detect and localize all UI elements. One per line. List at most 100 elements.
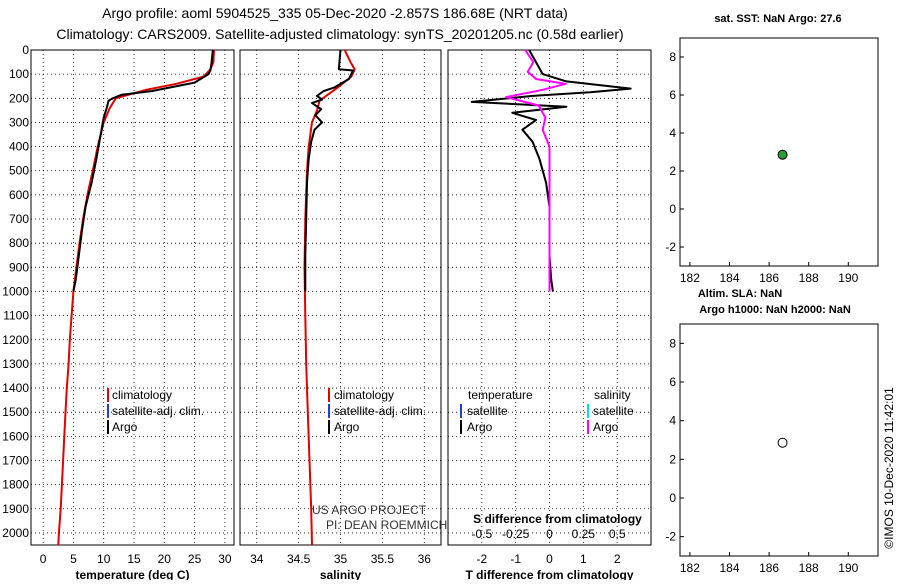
- sst_map-float-position-marker: [777, 149, 788, 160]
- sst_map-x-tick-label: 190: [838, 271, 858, 285]
- salinity-x-tick-label: 34.5: [287, 552, 311, 566]
- sst_map-x-tick-label: 186: [759, 271, 779, 285]
- temperature-panel: [30, 49, 235, 546]
- y-tick-label: 500: [9, 164, 29, 178]
- temperature-x-tick-label: 0: [40, 552, 47, 566]
- temperature-legend: climatology satellite-adj. clim. Argo: [107, 388, 204, 434]
- temperature-x-tick-label: 15: [127, 552, 141, 566]
- y-tick-label: 400: [9, 140, 29, 154]
- legend-satellite-label: satellite-adj. clim.: [112, 404, 204, 418]
- temperature-frame: [30, 49, 235, 546]
- y-tick-label: 1400: [2, 381, 29, 395]
- salinity-panel: [239, 49, 442, 546]
- legend-climatology-label: climatology: [112, 388, 172, 402]
- difference-top-tick-label: -0.25: [502, 527, 530, 541]
- salinity-series-argo: [304, 49, 355, 292]
- sst_map-y-tick-label: 0: [669, 202, 676, 216]
- timestamp: ©IMOS 10-Dec-2020 11:42:01: [882, 387, 896, 549]
- y-tick-label: 600: [9, 188, 29, 202]
- difference-x-axis-label: T difference from climatology: [465, 568, 633, 580]
- legend-satellite-label: satellite-adj. clim.: [334, 404, 426, 418]
- legend-argo-label: Argo: [112, 420, 138, 434]
- salinity-x-tick-label: 36: [418, 552, 432, 566]
- sla_map-x-tick-label: 184: [719, 561, 739, 575]
- y-tick-label: 1200: [2, 333, 29, 347]
- difference-x-tick-label: 2: [614, 552, 621, 566]
- y-tick-label: 1800: [2, 478, 29, 492]
- legend-argo-label: Argo: [334, 420, 360, 434]
- temperature-x-tick-label: 5: [70, 552, 77, 566]
- sla_map-y-tick-label: 8: [669, 336, 676, 350]
- legend-temperature-header: temperature: [468, 388, 533, 402]
- salinity-x-axis-label: salinity: [320, 568, 362, 580]
- salinity-legend: climatology satellite-adj. clim. Argo: [328, 388, 426, 434]
- sst_map-y-tick-label: 4: [669, 126, 676, 140]
- temperature-x-tick-label: 20: [158, 552, 172, 566]
- y-tick-label: 1000: [2, 284, 29, 298]
- sst_map-panel: [679, 37, 879, 267]
- y-tick-label: 1900: [2, 502, 29, 516]
- sla_map-x-tick-label: 186: [759, 561, 779, 575]
- sst_map-frame: [679, 37, 879, 267]
- difference-x-tick-label: -2: [476, 552, 487, 566]
- sla_map-panel: [679, 323, 879, 557]
- y-tick-label: 1500: [2, 405, 29, 419]
- difference-top-tick-label: 0: [546, 527, 553, 541]
- y-tick-label: 1300: [2, 357, 29, 371]
- legend-t-argo-label: Argo: [467, 420, 493, 434]
- difference-top-tick-label: 0.25: [572, 527, 596, 541]
- legend-s-argo-label: Argo: [593, 420, 619, 434]
- credit-project: US ARGO PROJECT: [312, 503, 427, 517]
- sla_map-float-position-marker: [777, 437, 788, 448]
- sla_map-x-tick-label: 182: [680, 561, 700, 575]
- difference-panel: [447, 49, 652, 546]
- sla_map-x-tick-label: 188: [799, 561, 819, 575]
- sla_map-y-tick-label: -2: [665, 530, 676, 544]
- sst-panel-title: sat. SST: NaN Argo: 27.6: [714, 13, 841, 25]
- title-line-2: Climatology: CARS2009. Satellite-adjuste…: [56, 26, 623, 42]
- difference-legend: temperature salinity satellite satellite…: [460, 388, 634, 434]
- difference-series-temperature_argo: [470, 49, 632, 292]
- y-tick-label: 1100: [3, 309, 29, 323]
- y-tick-label: 2000: [2, 526, 29, 540]
- sla_map-y-tick-label: 6: [669, 375, 676, 389]
- sla-panel-subtitle: Argo h1000: NaN h2000: NaN: [699, 304, 851, 316]
- difference-x-tick-label: 0: [546, 552, 553, 566]
- credit-pi: PI: DEAN ROEMMICH: [326, 518, 447, 532]
- y-tick-label: 0: [22, 43, 29, 57]
- y-tick-label: 1600: [2, 429, 29, 443]
- legend-s-satellite-label: satellite: [593, 404, 634, 418]
- difference-x-tick-label: -1: [510, 552, 521, 566]
- sla-panel-title: Altim. SLA: NaN: [698, 288, 782, 300]
- temperature-series-climatology: [57, 49, 215, 546]
- difference-top-tick-label: -0.5: [471, 527, 492, 541]
- sst_map-x-tick-label: 188: [799, 271, 819, 285]
- y-tick-label: 300: [9, 115, 29, 129]
- salinity-x-tick-label: 34: [250, 552, 264, 566]
- legend-t-satellite-label: satellite: [467, 404, 508, 418]
- sst_map-x-tick-label: 184: [719, 271, 739, 285]
- temperature-series-argo: [72, 49, 214, 292]
- y-tick-label: 800: [9, 236, 29, 250]
- difference-series-salinity_argo: [505, 49, 567, 292]
- salinity-x-tick-label: 35.5: [371, 552, 395, 566]
- sst_map-y-tick-label: -2: [665, 240, 676, 254]
- temperature-x-tick-label: 10: [97, 552, 111, 566]
- sla_map-x-tick-label: 190: [838, 561, 858, 575]
- difference-top-axis-label: S difference from climatology: [473, 512, 642, 526]
- legend-climatology-label: climatology: [334, 388, 394, 402]
- salinity-series-climatology: [303, 49, 356, 546]
- difference-x-tick-label: 1: [580, 552, 587, 566]
- salinity-x-tick-label: 35: [334, 552, 348, 566]
- sla_map-y-tick-label: 2: [669, 452, 676, 466]
- temperature-x-axis-label: temperature (deg C): [75, 568, 189, 580]
- sst_map-y-tick-label: 8: [669, 50, 676, 64]
- panels-group: 0100200300400500600700800900100011001200…: [2, 37, 879, 582]
- y-tick-label: 100: [9, 67, 29, 81]
- legend-salinity-header: salinity: [594, 388, 631, 402]
- sst_map-y-tick-label: 2: [669, 164, 676, 178]
- y-tick-label: 1700: [2, 453, 29, 467]
- y-tick-label: 200: [9, 91, 29, 105]
- sla_map-y-tick-label: 4: [669, 414, 676, 428]
